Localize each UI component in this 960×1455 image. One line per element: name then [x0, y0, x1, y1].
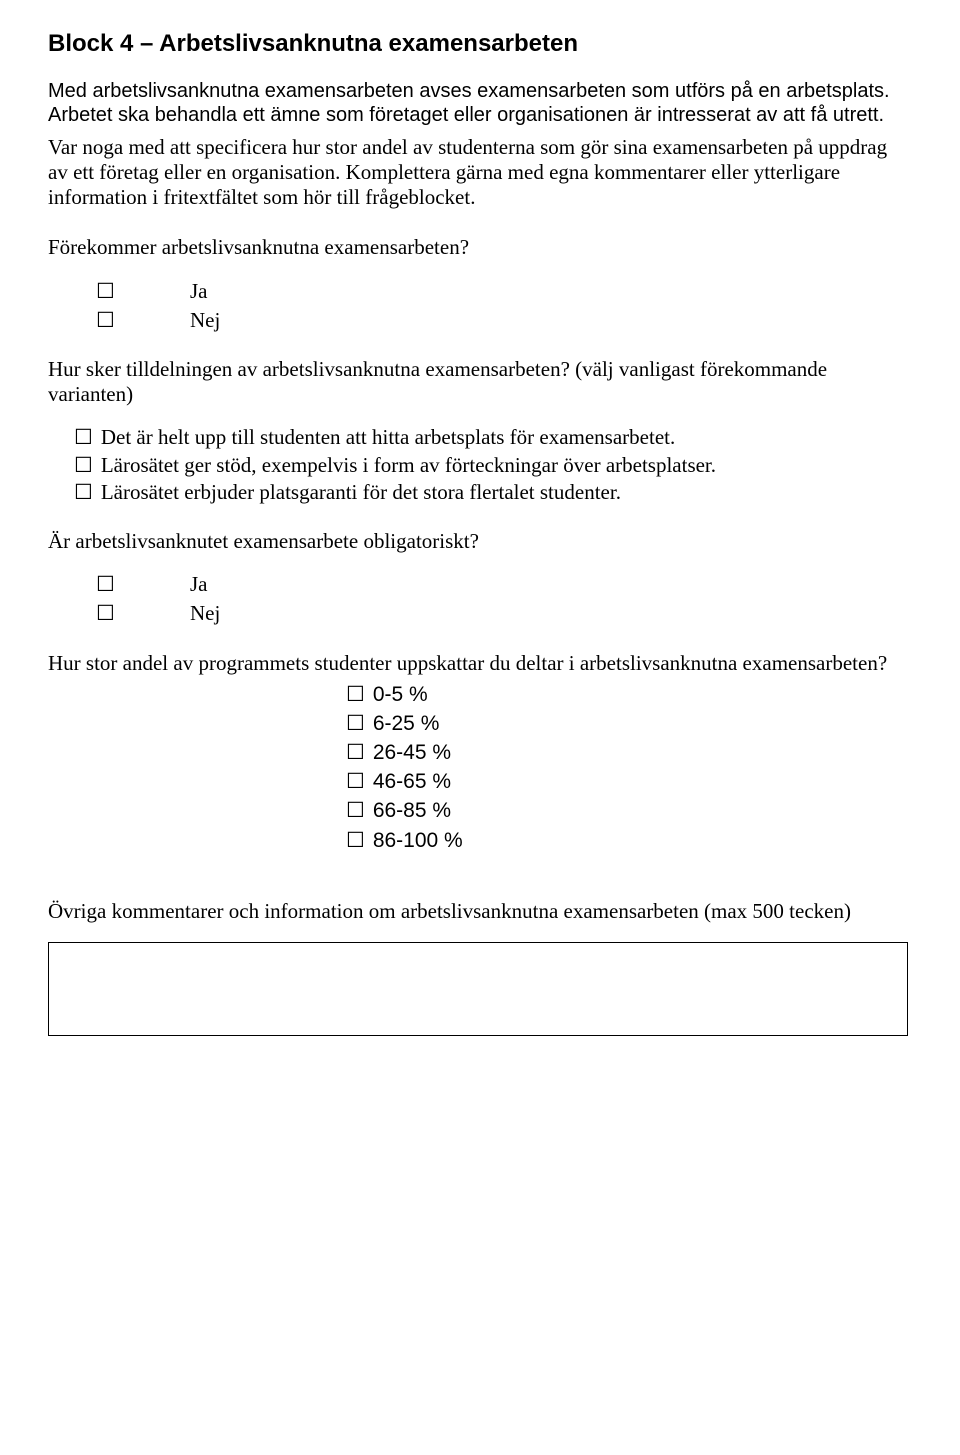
q4-option-4[interactable]: ☐ 66-85 %: [346, 798, 912, 823]
comments-label: Övriga kommentarer och information om ar…: [48, 899, 912, 924]
q2-option-2[interactable]: ☐ Lärosätet erbjuder platsgaranti för de…: [74, 480, 912, 505]
q4-option-0[interactable]: ☐ 0-5 %: [346, 682, 912, 707]
q2-option-1[interactable]: ☐ Lärosätet ger stöd, exempelvis i form …: [74, 453, 912, 478]
comments-textarea[interactable]: [48, 942, 908, 1036]
q3-option-label: Nej: [190, 601, 220, 626]
q3-option-label: Ja: [190, 572, 208, 597]
q1-option-label: Ja: [190, 279, 208, 304]
question-1-text: Förekommer arbetslivsanknutna examensarb…: [48, 235, 912, 260]
q1-option-ja[interactable]: ☐ Ja: [96, 279, 912, 304]
q3-option-ja[interactable]: ☐ Ja: [96, 572, 912, 597]
q4-option-label: 26-45 %: [373, 740, 451, 765]
q4-option-label: 0-5 %: [373, 682, 428, 707]
intro-paragraph-serif: Var noga med att specificera hur stor an…: [48, 135, 912, 209]
q4-option-3[interactable]: ☐ 46-65 %: [346, 769, 912, 794]
question-4-options: ☐ 0-5 % ☐ 6-25 % ☐ 26-45 % ☐ 46-65 % ☐ 6…: [346, 682, 912, 853]
checkbox-icon: ☐: [346, 798, 365, 823]
checkbox-icon: ☐: [74, 453, 93, 478]
q4-option-2[interactable]: ☐ 26-45 %: [346, 740, 912, 765]
question-3-options: ☐ Ja ☐ Nej: [96, 572, 912, 626]
q4-option-1[interactable]: ☐ 6-25 %: [346, 711, 912, 736]
checkbox-icon: ☐: [346, 740, 365, 765]
q4-option-label: 86-100 %: [373, 828, 463, 853]
q4-option-label: 46-65 %: [373, 769, 451, 794]
q3-option-nej[interactable]: ☐ Nej: [96, 601, 912, 626]
q4-option-label: 66-85 %: [373, 798, 451, 823]
block-title: Block 4 – Arbetslivsanknutna examensarbe…: [48, 30, 912, 58]
checkbox-icon: ☐: [74, 425, 93, 450]
q2-option-0[interactable]: ☐ Det är helt upp till studenten att hit…: [74, 425, 912, 450]
checkbox-icon: ☐: [346, 769, 365, 794]
q2-option-label: Lärosätet erbjuder platsgaranti för det …: [101, 480, 621, 505]
intro-paragraph-sans: Med arbetslivsanknutna examensarbeten av…: [48, 80, 912, 127]
checkbox-icon: ☐: [96, 279, 116, 304]
checkbox-icon: ☐: [346, 711, 365, 736]
q2-option-label: Det är helt upp till studenten att hitta…: [101, 425, 675, 450]
document-page: Block 4 – Arbetslivsanknutna examensarbe…: [0, 0, 960, 1076]
q1-option-nej[interactable]: ☐ Nej: [96, 308, 912, 333]
q4-option-5[interactable]: ☐ 86-100 %: [346, 828, 912, 853]
question-3-text: Är arbetslivsanknutet examensarbete obli…: [48, 529, 912, 554]
question-2-options: ☐ Det är helt upp till studenten att hit…: [48, 425, 912, 505]
q4-option-label: 6-25 %: [373, 711, 440, 736]
checkbox-icon: ☐: [96, 572, 116, 597]
checkbox-icon: ☐: [346, 682, 365, 707]
checkbox-icon: ☐: [96, 308, 116, 333]
question-1-options: ☐ Ja ☐ Nej: [96, 279, 912, 333]
checkbox-icon: ☐: [346, 828, 365, 853]
q1-option-label: Nej: [190, 308, 220, 333]
checkbox-icon: ☐: [96, 601, 116, 626]
question-4-text: Hur stor andel av programmets studenter …: [48, 651, 912, 676]
checkbox-icon: ☐: [74, 480, 93, 505]
q2-option-label: Lärosätet ger stöd, exempelvis i form av…: [101, 453, 716, 478]
question-2-text: Hur sker tilldelningen av arbetslivsankn…: [48, 357, 912, 407]
